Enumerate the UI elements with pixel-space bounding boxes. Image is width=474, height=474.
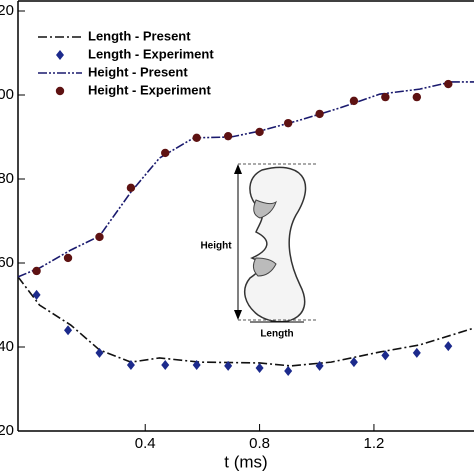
- diamond-marker: [412, 347, 421, 358]
- diamond-marker: [255, 363, 264, 373]
- diamond-marker: [315, 360, 324, 371]
- y-tick-label: 80: [0, 170, 14, 187]
- legend-label: Length - Present: [88, 28, 191, 43]
- legend-marker: [55, 86, 65, 96]
- diamond-marker: [161, 360, 170, 371]
- legend-marker: [56, 50, 64, 60]
- diamond-marker: [95, 347, 104, 358]
- circle-marker: [32, 266, 41, 276]
- diamond-marker: [192, 360, 201, 371]
- diamond-marker: [32, 289, 41, 300]
- diamond-marker: [284, 365, 293, 376]
- circle-marker: [223, 131, 233, 141]
- legend-label: Height - Experiment: [88, 82, 211, 97]
- legend-label: Length - Experiment: [88, 46, 214, 61]
- circle-marker: [283, 118, 293, 128]
- inset: Height Length: [200, 163, 318, 340]
- circle-marker: [349, 96, 359, 106]
- diamond-marker: [64, 325, 73, 336]
- y-tick-label: 60: [0, 254, 14, 271]
- y-tick-label: 120: [0, 2, 14, 19]
- circle-marker: [381, 92, 390, 102]
- inset-label: Height: [200, 241, 232, 252]
- x-tick-label: 0.8: [249, 435, 270, 452]
- circle-marker: [126, 183, 136, 193]
- circle-marker: [95, 232, 104, 242]
- circle-marker: [192, 133, 201, 143]
- diamond-marker: [126, 360, 135, 371]
- circle-marker: [63, 253, 73, 263]
- diamond-marker: [444, 341, 453, 352]
- inset-label: Length: [260, 329, 293, 340]
- circle-marker: [161, 148, 170, 158]
- x-tick-label: 1.2: [364, 435, 385, 452]
- y-tick-label: 40: [0, 338, 14, 355]
- circle-marker: [255, 127, 264, 137]
- y-tick-label: 100: [0, 86, 14, 103]
- circle-marker: [315, 109, 324, 119]
- series-line: [18, 276, 474, 367]
- legend-label: Height - Present: [88, 64, 188, 79]
- y-tick-label: 20: [0, 422, 14, 439]
- series-line: [18, 81, 474, 278]
- diamond-marker: [349, 357, 358, 368]
- droplet: [243, 166, 307, 323]
- x-axis-label: t (ms): [224, 452, 267, 471]
- diamond-marker: [381, 350, 390, 361]
- plot-area: [18, 79, 474, 376]
- droplet-core: [252, 199, 277, 277]
- x-tick-label: 0.4: [135, 435, 156, 452]
- circle-marker: [412, 92, 422, 102]
- diamond-marker: [224, 360, 233, 371]
- circle-marker: [444, 79, 453, 89]
